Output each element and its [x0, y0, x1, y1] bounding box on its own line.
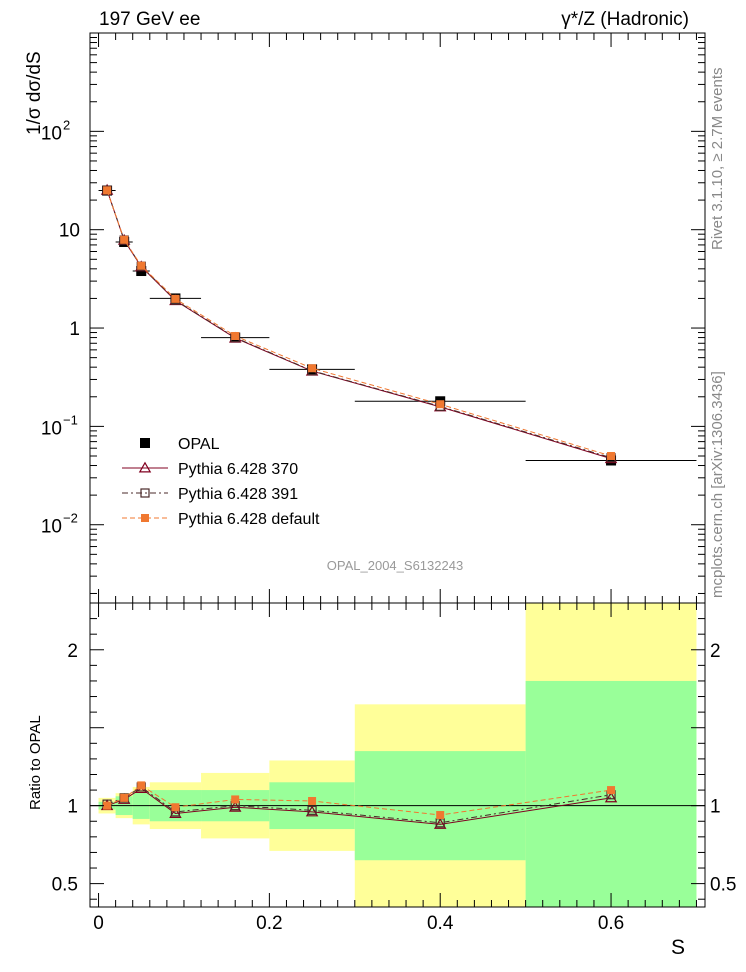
mc-point — [137, 261, 146, 270]
ratio-point — [433, 817, 447, 829]
ratio-line-2 — [106, 786, 612, 824]
ratio-point — [169, 807, 182, 818]
side-text-rivet: Rivet 3.1.10, ≥ 2.7M events — [709, 68, 726, 251]
ratio-y-tick-label: 0.5 — [52, 875, 78, 896]
ratio-point — [228, 800, 242, 812]
y-tick-label: 10 −2 — [41, 511, 78, 538]
legend-label: Pythia 6.428 391 — [178, 486, 298, 503]
ratio-y-tick-label: 2 — [67, 641, 78, 662]
y-tick-label: 10 −1 — [41, 412, 78, 439]
x-tick-label: 0.4 — [427, 913, 454, 934]
x-tick-label: 0 — [93, 913, 104, 934]
ratio-point — [120, 793, 129, 802]
title-left: 197 GeV ee — [99, 9, 200, 30]
legend-marker — [138, 461, 152, 473]
ratio-y-tick-label: 2 — [710, 641, 721, 662]
mc-point — [103, 186, 112, 195]
y-tick-label-base: 10 — [41, 517, 62, 538]
y-tick-label: 10 — [59, 221, 80, 242]
ratio-point — [604, 791, 618, 803]
legend-label: OPAL — [178, 436, 220, 453]
mc-point — [231, 331, 240, 340]
legend-entry: Pythia 6.428 370 — [122, 461, 298, 478]
legend-entry: Pythia 6.428 default — [122, 511, 320, 528]
y-tick-label-base: 10 — [59, 221, 80, 242]
ratio-y-axis-label: Ratio to OPAL — [27, 715, 44, 810]
ratio-y-tick-label: 1 — [710, 797, 721, 818]
legend-entry: OPAL — [140, 436, 220, 453]
ratio-y-tick-label: 1 — [67, 797, 78, 818]
mc-point — [171, 294, 180, 303]
x-axis-label: S — [671, 936, 685, 959]
legend-marker — [140, 488, 150, 498]
main-line-1 — [106, 190, 612, 460]
main-line-3 — [106, 190, 612, 457]
y-tick-label-exponent: 2 — [63, 117, 70, 132]
title-right: γ*/Z (Hadronic) — [561, 9, 689, 30]
data-point — [606, 455, 617, 466]
ratio-point — [436, 811, 445, 820]
legend-label: Pythia 6.428 default — [178, 511, 320, 528]
y-tick-label-base: 10 — [41, 123, 62, 144]
legend-label: Pythia 6.428 370 — [178, 461, 298, 478]
ratio-point — [231, 795, 240, 804]
legend-marker — [141, 514, 149, 522]
x-tick-label: 0.6 — [598, 913, 624, 934]
ratio-point — [171, 803, 180, 812]
legend-marker — [140, 438, 150, 448]
ratio-point — [103, 801, 112, 810]
ratio-y-tick-label: 0.5 — [710, 875, 736, 896]
y-tick-label: 1 — [69, 319, 80, 340]
mc-point — [436, 400, 445, 409]
x-tick-label: 0.2 — [256, 913, 282, 934]
mc-point — [308, 364, 317, 373]
ratio-point — [607, 786, 616, 795]
analysis-watermark: OPAL_2004_S6132243 — [327, 558, 463, 573]
main-line-2 — [106, 189, 612, 459]
main-y-axis-label: 1/σ dσ/dS — [24, 51, 45, 135]
y-tick-label-base: 1 — [69, 319, 80, 340]
ratio-point — [137, 781, 146, 790]
y-tick-label-exponent: −2 — [63, 511, 78, 526]
mc-point — [607, 451, 616, 460]
ratio-point — [307, 805, 317, 815]
side-text-mcplots: mcplots.cern.ch [arXiv:1306.3436] — [709, 371, 726, 598]
y-tick-label-exponent: −1 — [63, 412, 78, 427]
ratio-point — [305, 805, 319, 817]
y-tick-label: 10 2 — [41, 117, 70, 144]
ratio-plot-frame — [89, 602, 706, 908]
legend-entry: Pythia 6.428 391 — [122, 486, 298, 503]
y-tick-label-base: 10 — [41, 418, 62, 439]
ratio-point — [308, 796, 317, 805]
mc-point — [120, 235, 129, 244]
